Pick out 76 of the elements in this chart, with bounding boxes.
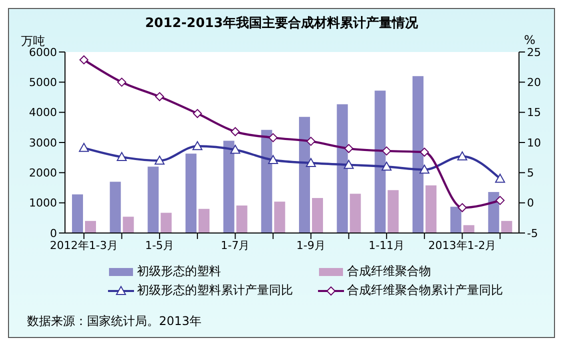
bar	[186, 154, 196, 233]
point	[306, 158, 316, 168]
bar	[388, 190, 399, 233]
y-tick-label: 0	[50, 226, 57, 240]
y2-tick-label: 25	[527, 46, 541, 59]
bar	[122, 216, 134, 233]
bar	[110, 182, 121, 233]
point	[382, 146, 392, 156]
y-tick-label: 1000	[29, 196, 57, 210]
bar	[223, 140, 234, 233]
bar	[463, 225, 474, 233]
y-tick-label: 3000	[29, 136, 57, 150]
x-tick-label: 1-5月	[145, 238, 174, 252]
bar	[312, 198, 323, 233]
x-tick-label: 2013年1-2月	[428, 238, 496, 252]
point	[78, 142, 89, 152]
bar	[198, 208, 210, 233]
point	[117, 78, 126, 87]
point	[230, 144, 240, 154]
point	[344, 144, 354, 154]
y2-tick-label: 10	[527, 136, 541, 150]
bar	[299, 116, 310, 233]
bar	[274, 202, 286, 233]
point	[268, 154, 278, 164]
point	[419, 164, 430, 174]
legend-label: 初级形态的塑料累计产量同比	[137, 282, 293, 299]
point	[268, 133, 278, 142]
point	[458, 203, 467, 212]
point	[496, 196, 505, 205]
bar	[350, 194, 361, 233]
bar	[412, 76, 424, 233]
bar	[85, 220, 96, 233]
bar	[488, 192, 500, 233]
y-tick-label: 2000	[29, 166, 57, 180]
point	[420, 148, 429, 157]
point	[457, 151, 468, 160]
point	[155, 92, 164, 102]
y-tick-label: 5000	[29, 76, 57, 90]
point	[192, 109, 202, 118]
x-tick-label: 1-7月	[220, 238, 250, 252]
source-note: 数据来源：国家统计局。2013年	[27, 313, 202, 330]
legend-label: 初级形态的塑料	[137, 263, 221, 280]
y2-tick-label: 15	[527, 106, 541, 120]
point	[154, 156, 165, 165]
bar	[236, 206, 248, 233]
bar	[501, 220, 512, 233]
x-tick-label: 2012年1-3月	[50, 238, 118, 252]
y-axis-title: 万吨	[21, 33, 45, 48]
y2-tick-label: 20	[527, 76, 541, 90]
legend-label: 合成纤维聚合物累计产量同比	[347, 282, 503, 299]
point	[116, 152, 127, 161]
point	[306, 136, 316, 146]
x-tick-label: 1-11月	[368, 238, 405, 252]
y2-tick-label: 0	[527, 196, 534, 210]
bar	[72, 194, 83, 233]
bar	[160, 212, 172, 233]
point	[230, 127, 240, 136]
x-tick-label: 1-9月	[296, 238, 326, 252]
point	[344, 160, 354, 169]
point	[382, 162, 392, 171]
bar	[374, 90, 386, 233]
y-tick-label: 6000	[29, 46, 57, 59]
bar	[426, 185, 436, 233]
bar	[336, 104, 348, 233]
bar	[450, 206, 462, 233]
y2-tick-label: -5	[527, 226, 538, 240]
point	[495, 174, 506, 183]
legend-label: 合成纤维聚合物	[347, 263, 431, 280]
y2-tick-label: 5	[527, 166, 534, 180]
y-tick-label: 4000	[29, 106, 57, 120]
y2-axis-title: %	[524, 33, 536, 47]
bar	[261, 130, 272, 233]
point	[192, 141, 202, 150]
bar	[148, 166, 159, 233]
point	[79, 55, 88, 64]
chart-title: 2012-2013年我国主要合成材料累计产量情况	[144, 14, 419, 32]
